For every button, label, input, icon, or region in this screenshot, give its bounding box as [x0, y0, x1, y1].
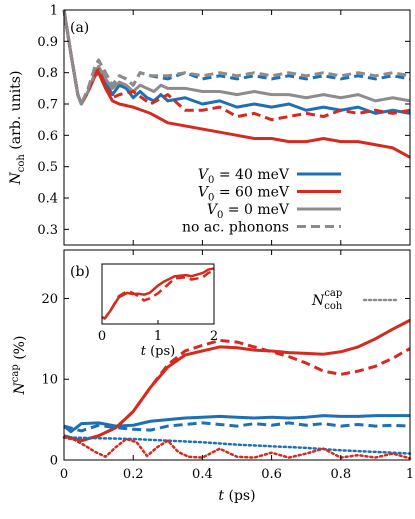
- legend-entry-label: V0 = 60 meV: [198, 185, 290, 204]
- panel-b-series-5: [62, 436, 412, 460]
- panel-b-inset: 0 1 2 t (ps): [98, 263, 218, 359]
- panel-a: 0.3 0.4 0.5 0.6 0.7 0.8 0.9 1 (a) Ncoh (arb. unit…: [8, 4, 411, 246]
- legend-entry-label: V0 = 0 meV: [207, 202, 290, 221]
- legend-entry-label: Ncohcap: [311, 288, 343, 312]
- panel-b-series-1: [63, 414, 410, 434]
- panel-b-xtick-label: 0.2: [123, 467, 144, 482]
- panel-b-xtick-label: 0: [60, 467, 68, 482]
- panel-a-background: [64, 10, 410, 245]
- inset-series-0: [101, 267, 215, 320]
- panel-a-ytick-label: 0.8: [37, 66, 58, 81]
- panel-b-series-4: [62, 436, 412, 455]
- panel-b-xtick-label: 1: [406, 467, 414, 482]
- panel-b-xtick-label: 0.6: [261, 467, 282, 482]
- panel-b-ytick-label: 20: [41, 292, 58, 307]
- legend-entry-label: no ac. phonons: [182, 220, 289, 236]
- panel-b-series-3: [63, 421, 411, 433]
- panel-a-ytick-label: 0.3: [37, 223, 58, 238]
- panel-b-ylabel: Ncap (%): [10, 336, 28, 396]
- panel-a-ytick-label: 0.6: [37, 129, 58, 144]
- panel-a-ytick-label: 0.7: [37, 98, 58, 113]
- panel-a-ytick-label: 0.4: [37, 192, 58, 207]
- panel-b-ytick-label: 0: [50, 454, 58, 469]
- panel-b-frame: [63, 249, 411, 461]
- panel-a-series-5: [62, 9, 411, 106]
- panel-a-ytick-label: 0.5: [37, 160, 58, 175]
- inset-xtick-label: 0: [98, 329, 106, 344]
- inset-xtick-label: 1: [154, 329, 162, 344]
- panel-a-frame: [63, 9, 411, 246]
- panel-b-xlabel: t (ps): [218, 488, 255, 504]
- panel-a-label: (a): [70, 20, 89, 36]
- panel-a-ytick-label: 1: [50, 4, 58, 19]
- panel-a-ytick-label: 0.9: [37, 35, 58, 50]
- panel-b-label: (b): [70, 264, 90, 280]
- inset-xtick-label: 2: [210, 329, 218, 344]
- panel-b-legend: Ncohcap: [311, 288, 400, 312]
- panel-b-ytick-label: 10: [41, 373, 58, 388]
- panel-b-series-2: [63, 338, 411, 443]
- panel-b-xtick-label: 0.8: [330, 467, 351, 482]
- legend-entry-label: V0 = 40 meV: [198, 167, 290, 186]
- inset-xlabel: t (ps): [141, 344, 176, 359]
- panel-a-ylabel: Ncoh (arb. units): [8, 71, 27, 186]
- inset-series-1: [101, 269, 215, 320]
- panel-b-xtick-label: 0.4: [192, 467, 213, 482]
